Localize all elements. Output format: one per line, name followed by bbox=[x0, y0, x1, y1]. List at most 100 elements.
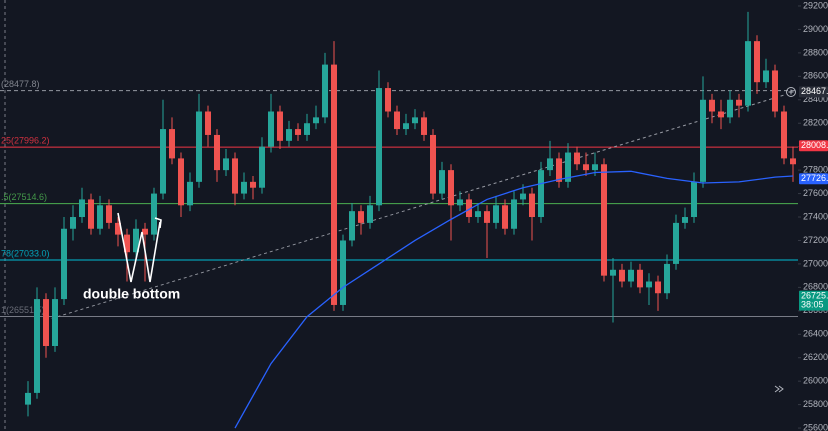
candle-body bbox=[601, 164, 607, 276]
candle-body bbox=[448, 170, 454, 206]
candle-body bbox=[754, 41, 760, 83]
y-tick-label: 28200.0 bbox=[803, 118, 828, 128]
candle-body bbox=[241, 181, 247, 194]
y-tick-label: 27800.0 bbox=[803, 165, 828, 175]
candle-body bbox=[259, 146, 265, 188]
y-tick-label: 27200.0 bbox=[803, 235, 828, 245]
crosshair-icon[interactable] bbox=[786, 87, 796, 97]
candle-body bbox=[538, 170, 544, 218]
candle-body bbox=[106, 205, 112, 223]
fib-label: 1(26551.5) bbox=[1, 305, 45, 315]
y-tick-label: 27000.0 bbox=[803, 258, 828, 268]
candle-body bbox=[349, 211, 355, 241]
candle-body bbox=[385, 88, 391, 112]
candle-body bbox=[376, 88, 382, 206]
candle-body bbox=[664, 263, 670, 294]
candle-body bbox=[781, 111, 787, 159]
moving-average bbox=[234, 170, 794, 429]
candle-body bbox=[79, 199, 85, 218]
y-tick-label: 27400.0 bbox=[803, 211, 828, 221]
price-label-box bbox=[799, 86, 828, 98]
y-tick-label: 28400.0 bbox=[803, 94, 828, 104]
y-tick-label: 26200.0 bbox=[803, 352, 828, 362]
candle-body bbox=[313, 117, 319, 124]
candle-body bbox=[394, 111, 400, 130]
candle-body bbox=[574, 152, 580, 165]
candle-body bbox=[682, 217, 688, 223]
candle-body bbox=[583, 164, 589, 171]
crosshair-icon-plus bbox=[788, 89, 794, 95]
candle-body bbox=[790, 158, 796, 165]
candle-body bbox=[421, 117, 427, 135]
annotation: double bottom bbox=[83, 286, 180, 302]
price-label: 26725.5 bbox=[801, 290, 828, 300]
candle-body bbox=[151, 193, 157, 235]
candle-body bbox=[673, 222, 679, 264]
candle-body bbox=[286, 129, 292, 141]
candle-body bbox=[547, 158, 553, 171]
candle-body bbox=[124, 234, 130, 253]
candle-body bbox=[646, 281, 652, 288]
fib-label: 78(27033.0) bbox=[1, 248, 50, 258]
y-tick-label: 29000.0 bbox=[803, 24, 828, 34]
candle-body bbox=[709, 99, 715, 112]
candle-body bbox=[277, 111, 283, 141]
y-tick-label: 28800.0 bbox=[803, 47, 828, 57]
candle-body bbox=[295, 129, 301, 135]
y-tick-label: 29200.0 bbox=[803, 0, 828, 10]
price-label: 27726.4 bbox=[801, 173, 828, 183]
price-label-box bbox=[799, 290, 828, 311]
candle-body bbox=[475, 211, 481, 218]
candle-body bbox=[88, 199, 94, 229]
price-label-box bbox=[799, 140, 828, 152]
candle-body bbox=[457, 199, 463, 206]
y-tick-label: 26400.0 bbox=[803, 329, 828, 339]
candle-body bbox=[214, 134, 220, 171]
candle-body bbox=[61, 228, 67, 300]
candle-body bbox=[196, 111, 202, 182]
candle-body bbox=[322, 64, 328, 118]
candle-body bbox=[736, 99, 742, 106]
candle-body bbox=[367, 205, 373, 223]
candle-body bbox=[745, 41, 751, 106]
candle-body bbox=[637, 269, 643, 288]
candle-body bbox=[511, 199, 517, 229]
fib-label: (28477.8) bbox=[1, 79, 40, 89]
candle-body bbox=[466, 199, 472, 218]
candle-body bbox=[592, 164, 598, 171]
candle-body bbox=[187, 181, 193, 206]
candle-body bbox=[232, 158, 238, 194]
y-tick-label: 28600.0 bbox=[803, 71, 828, 81]
candle-body bbox=[700, 99, 706, 182]
candle-body bbox=[223, 158, 229, 171]
candle-body bbox=[610, 269, 616, 276]
candle-body bbox=[691, 181, 697, 218]
candle-body bbox=[430, 134, 436, 194]
candle-body bbox=[268, 111, 274, 147]
candle-body bbox=[556, 158, 562, 182]
candle-body bbox=[358, 211, 364, 223]
candle-body bbox=[493, 205, 499, 223]
candle-body bbox=[160, 129, 166, 194]
candle-body bbox=[304, 123, 310, 135]
candle-body bbox=[169, 129, 175, 159]
y-tick-label: 25800.0 bbox=[803, 399, 828, 409]
candle-body bbox=[178, 158, 184, 206]
candle-body bbox=[772, 70, 778, 112]
candle-body bbox=[70, 217, 76, 229]
fib-label: 25(27996.2) bbox=[1, 135, 50, 145]
candle-body bbox=[655, 281, 661, 294]
price-label-box bbox=[799, 173, 828, 185]
candle-body bbox=[142, 228, 148, 235]
candle-body bbox=[133, 228, 139, 253]
price-label: 28008.1 bbox=[801, 140, 828, 150]
candle-body bbox=[484, 211, 490, 223]
y-tick-label: 25600.0 bbox=[803, 422, 828, 431]
fib-label: .5(27514.6) bbox=[1, 192, 47, 202]
scroll-icon[interactable] bbox=[774, 385, 784, 393]
candle-body bbox=[340, 240, 346, 305]
candle-body bbox=[403, 123, 409, 130]
candle-body bbox=[727, 99, 733, 118]
